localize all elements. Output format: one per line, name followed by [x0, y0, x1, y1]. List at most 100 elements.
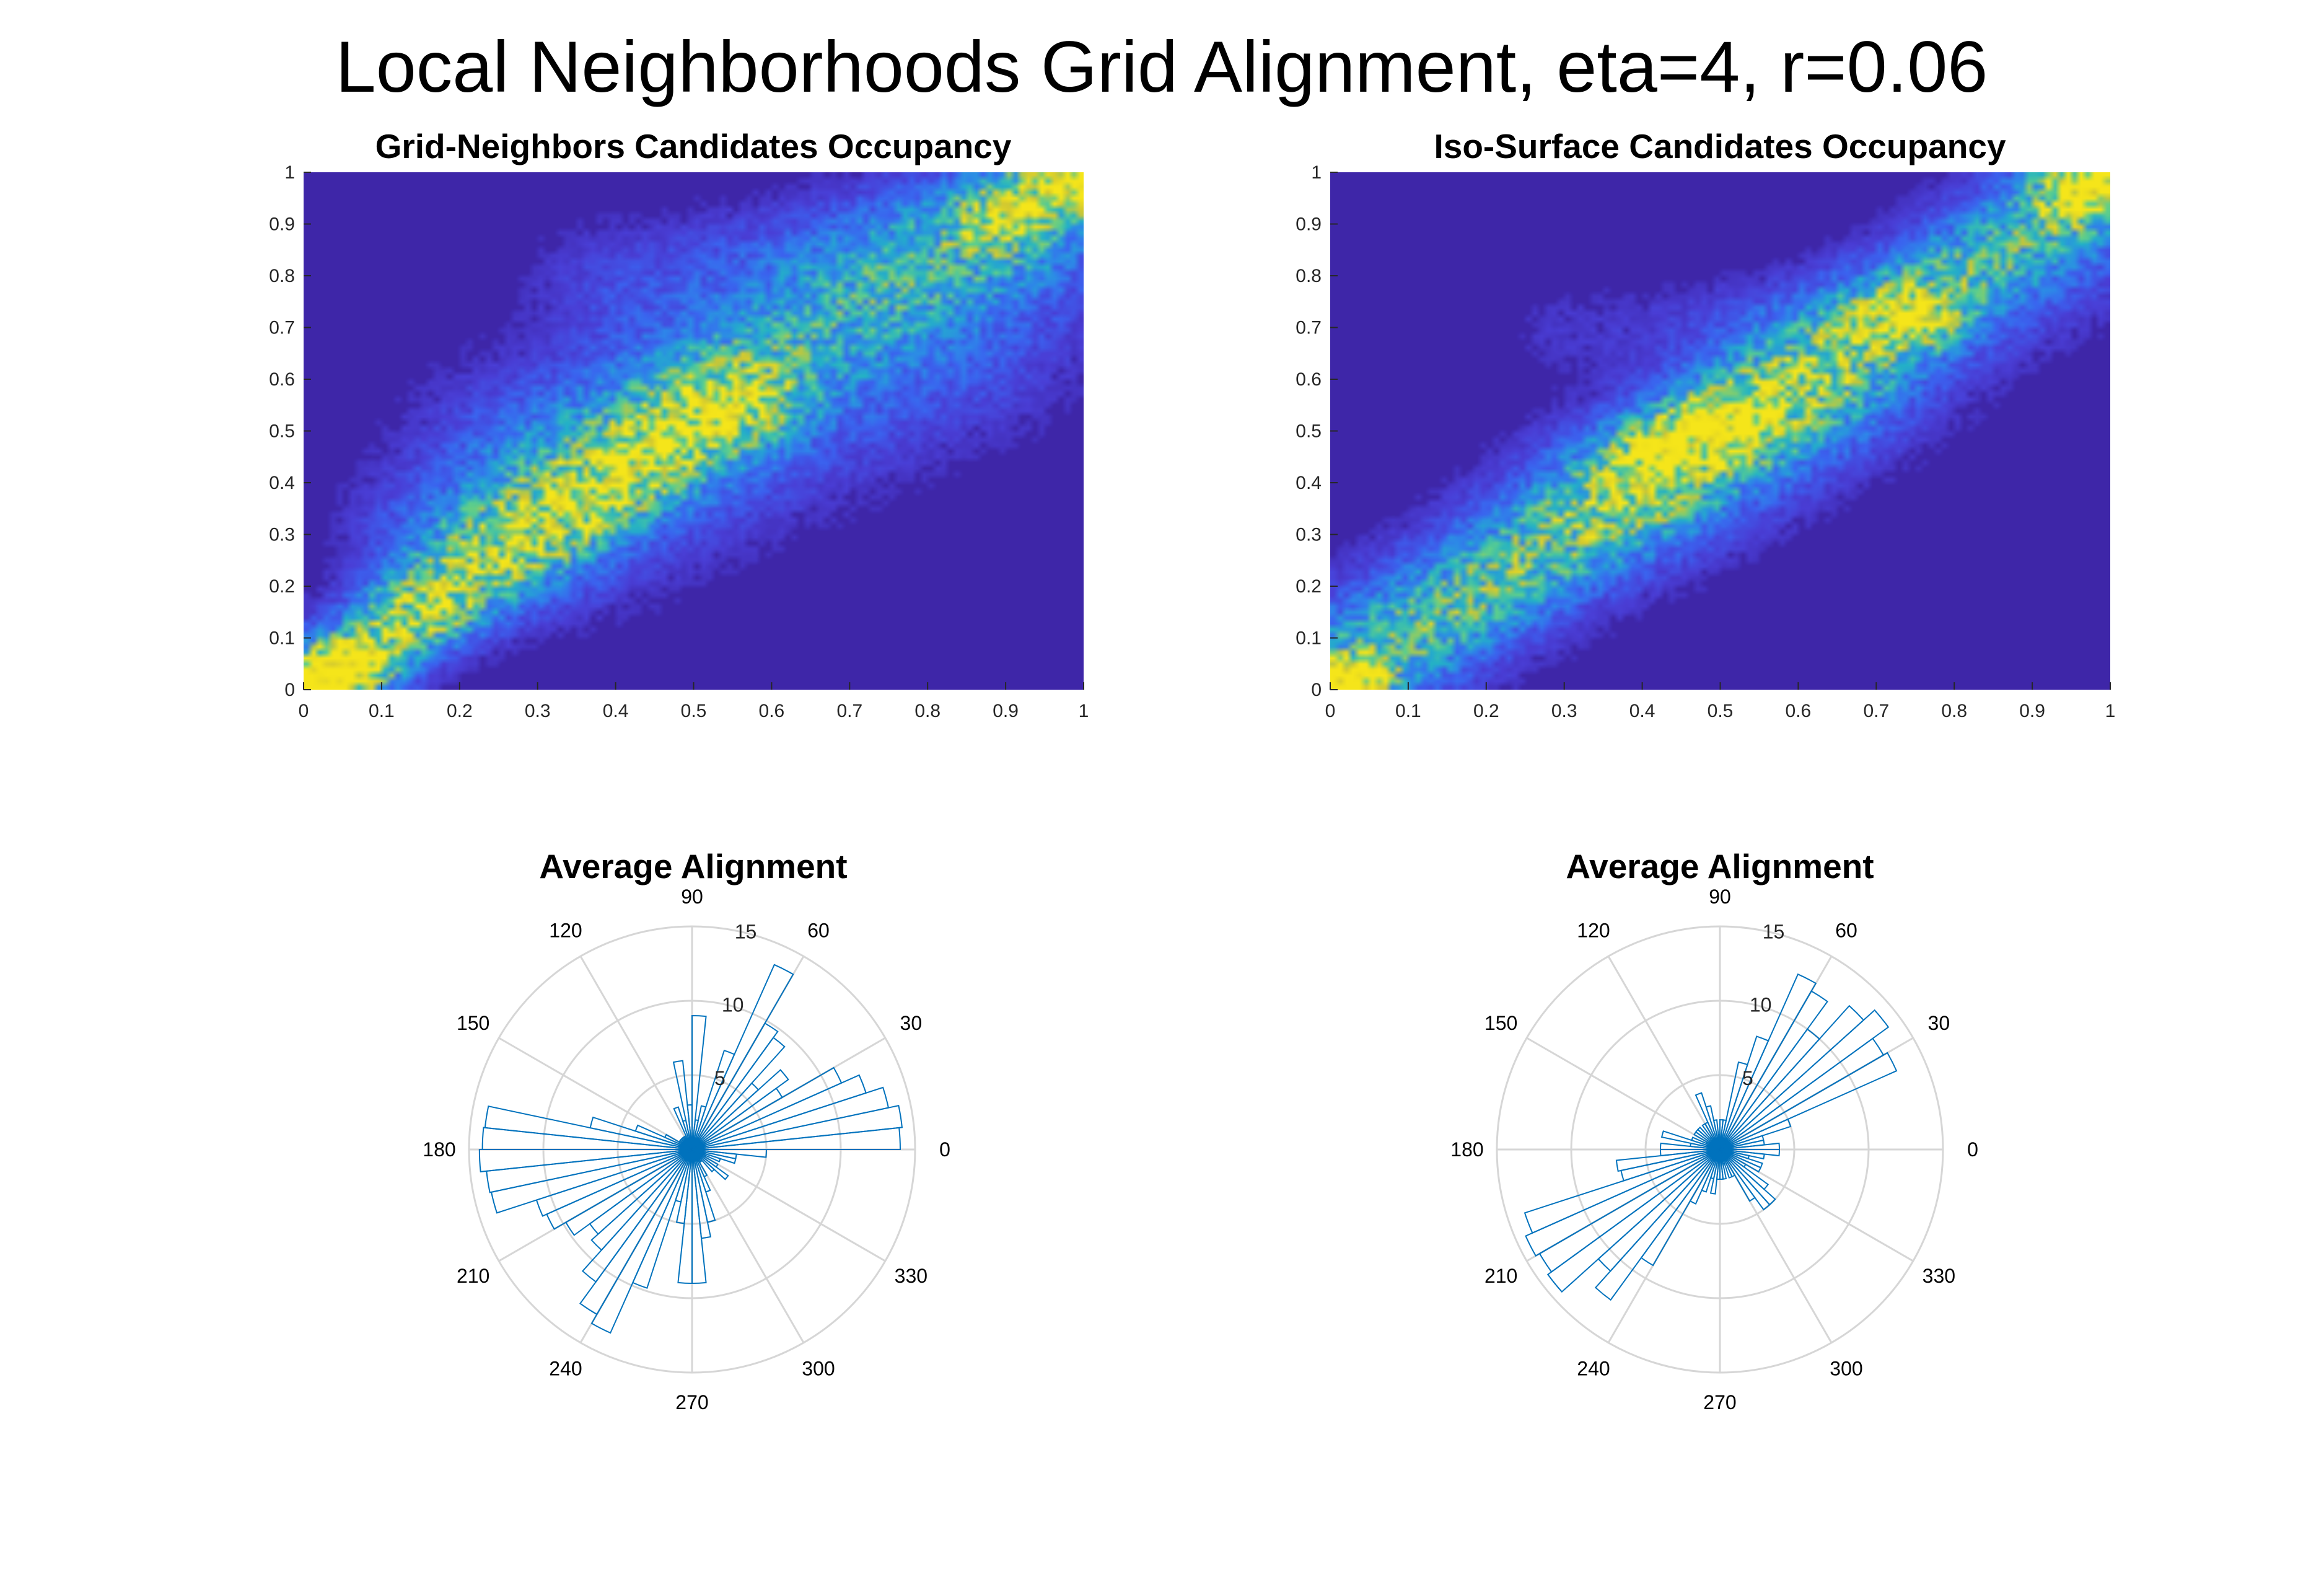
grid-neighbors-xtick-label: 0.3 — [525, 701, 551, 721]
rose-left-theta-label: 270 — [675, 1391, 708, 1413]
rose-left-bar — [691, 1069, 789, 1150]
grid-neighbors-xtick-label: 0.8 — [914, 701, 941, 721]
rose-left-bar — [691, 1149, 768, 1158]
iso-surface-xtick-label: 0.4 — [1629, 701, 1655, 721]
rose-right-bar — [1719, 1052, 1898, 1150]
rose-left-bar — [691, 1104, 903, 1150]
rose-right-theta-label: 150 — [1484, 1012, 1517, 1034]
grid-neighbors-heatmap-image — [304, 172, 1084, 690]
rose-left-theta-label: 150 — [457, 1012, 489, 1034]
grid-neighbors-ytick-label: 0.9 — [269, 214, 295, 235]
rose-left-theta-label: 90 — [681, 886, 703, 908]
rose-right-bar — [1719, 1035, 1769, 1150]
rose-right-labels: 0 30 60 90 120 150 180 210 240 270 300 330 5 10 15 — [1450, 886, 1978, 1413]
rose-right-theta-label: 90 — [1709, 886, 1731, 908]
iso-surface-heatmap-image — [1330, 172, 2110, 690]
rose-left-bar — [691, 1105, 707, 1150]
iso-surface-xtick-label: 1 — [2105, 701, 2116, 721]
grid-neighbors-xtick-label: 0.4 — [603, 701, 629, 721]
rose-right-bar — [1719, 1009, 1890, 1150]
rose-right-bar — [1701, 1149, 1721, 1193]
iso-surface-xtick-label: 0 — [1325, 701, 1336, 721]
grid-neighbors-ytick-label: 0 — [284, 680, 295, 700]
rose-left-r-label: 5 — [714, 1067, 726, 1089]
rose-right-bar — [1719, 1149, 1763, 1169]
rose-right-bar — [1719, 1149, 1776, 1206]
figure-title: Local Neighborhoods Grid Alignment, eta=… — [336, 26, 1988, 107]
rose-right-bar — [1597, 1149, 1721, 1272]
rose-right-bar — [1546, 1149, 1721, 1293]
rose-left-bar — [535, 1149, 693, 1217]
rose-left-bar — [691, 1149, 711, 1193]
rose-left-r-label: 15 — [735, 920, 757, 943]
rose-left-bar — [478, 1149, 693, 1172]
grid-neighbors-heatmap-title: Grid-Neighbors Candidates Occupancy — [375, 127, 1012, 165]
iso-surface-ytick-label: 0 — [1311, 680, 1322, 700]
grid-neighbors-ytick-label: 0.2 — [269, 576, 295, 597]
grid-neighbors-xtick-label: 1 — [1079, 701, 1089, 721]
rose-right-r-label: 5 — [1742, 1067, 1753, 1089]
rose-right-bar — [1719, 1028, 1821, 1150]
rose-left-bar — [691, 1086, 890, 1150]
rose-left-bar — [486, 1149, 693, 1193]
rose-left-r-label: 10 — [722, 994, 744, 1016]
rose-left-bar — [564, 1149, 693, 1236]
grid-neighbors-xtick-label: 0.1 — [369, 701, 395, 721]
rose-left-bar — [546, 1149, 693, 1230]
grid-neighbors-ytick-label: 0.7 — [269, 318, 295, 338]
iso-surface-xtick-label: 0.7 — [1863, 701, 1889, 721]
iso-surface-xtick-label: 0.3 — [1551, 701, 1577, 721]
iso-surface-heatmap-ticks: 0 0.1 0.2 0.3 0.4 0.5 0.6 0.7 0.8 0.9 1 0 0.1 0.2 0.3 0… — [1296, 162, 2115, 721]
iso-surface-heatmap-panel: Iso-Surface Candidates Occupancy 0 0.1 0.2… — [1296, 127, 2115, 721]
grid-neighbors-xtick-label: 0.9 — [993, 701, 1019, 721]
rose-right-bar — [1538, 1149, 1721, 1273]
rose-left-bars — [478, 964, 903, 1334]
iso-surface-ytick-label: 0.2 — [1296, 576, 1322, 597]
grid-neighbors-ytick-label: 0.1 — [269, 628, 295, 649]
rose-right-bar — [1525, 1149, 1721, 1257]
grid-neighbors-xtick-label: 0.5 — [681, 701, 707, 721]
iso-surface-xtick-label: 0.9 — [2019, 701, 2045, 721]
rose-right-bar — [1719, 1119, 1724, 1150]
rose-left-theta-label: 240 — [549, 1357, 582, 1379]
grid-neighbors-heatmap-plot — [304, 172, 1084, 690]
rose-left-bar — [691, 1149, 712, 1239]
rose-left-grid-spoke — [691, 1148, 886, 1262]
rose-left-bar — [691, 1014, 707, 1150]
iso-surface-ytick-label: 0.7 — [1296, 318, 1322, 338]
rose-right-theta-label: 240 — [1577, 1357, 1610, 1379]
rose-right-bar — [1719, 1149, 1727, 1180]
rose-right-r-label: 10 — [1750, 994, 1772, 1016]
grid-neighbors-ytick-label: 0.6 — [269, 369, 295, 390]
rose-right-bar — [1660, 1130, 1721, 1150]
rose-right-panel: Average Alignment 0 30 60 90 120 150 180 210 240… — [1450, 847, 1978, 1413]
rose-left-theta-label: 210 — [457, 1265, 489, 1287]
rose-left-bar — [632, 1149, 693, 1289]
grid-neighbors-ytick-label: 0.8 — [269, 266, 295, 286]
rose-right-bar — [1719, 973, 1817, 1150]
rose-right-bar — [1709, 1149, 1721, 1195]
iso-surface-ytick-label: 0.3 — [1296, 525, 1322, 545]
rose-left-bar — [691, 964, 794, 1150]
rose-left-title: Average Alignment — [539, 847, 847, 886]
rose-left-panel: Average Alignment 0 30 60 90 120 150 180 210 240… — [423, 847, 950, 1413]
iso-surface-ytick-label: 0.4 — [1296, 473, 1322, 493]
rose-right-r-label: 15 — [1763, 920, 1785, 943]
rose-left-bar — [490, 1149, 693, 1214]
rose-left-bar — [673, 1106, 693, 1150]
rose-left-theta-label: 180 — [423, 1138, 455, 1161]
grid-neighbors-heatmap-ticks: 0 0.1 0.2 0.3 0.4 0.5 0.6 0.7 0.8 0.9 1 0 0.1 0.2 0.3 0… — [269, 162, 1089, 721]
grid-neighbors-ytick-label: 0.4 — [269, 473, 295, 493]
rose-right-theta-label: 210 — [1484, 1265, 1517, 1287]
rose-right-bar — [1719, 1149, 1769, 1190]
iso-surface-heatmap-title: Iso-Surface Candidates Occupancy — [1434, 127, 2006, 165]
iso-surface-xtick-label: 0.1 — [1395, 701, 1421, 721]
rose-right-bar — [1693, 1131, 1721, 1150]
grid-neighbors-ytick-label: 0.5 — [269, 421, 295, 442]
rose-right-theta-label: 270 — [1703, 1391, 1736, 1413]
rose-right-bar — [1689, 1149, 1721, 1205]
rose-left-labels: 0 30 60 90 120 150 180 210 240 270 300 330 5 10 15 — [423, 886, 950, 1413]
rose-right-bar — [1695, 1092, 1721, 1150]
iso-surface-ytick-label: 0.8 — [1296, 266, 1322, 286]
rose-left-theta-label: 300 — [802, 1357, 835, 1379]
